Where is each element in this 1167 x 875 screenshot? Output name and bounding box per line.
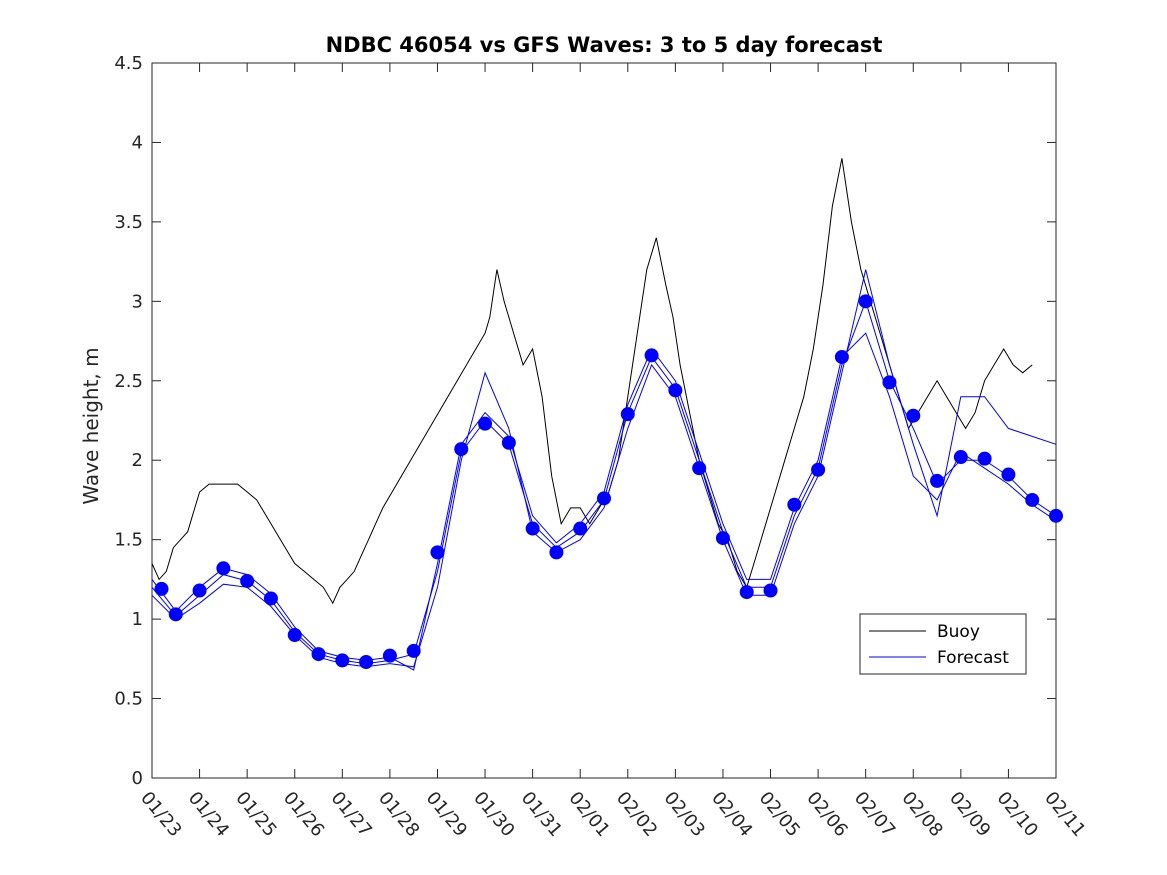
- forecast-point: [763, 583, 778, 598]
- forecast-point: [168, 607, 183, 622]
- forecast-point: [1025, 492, 1040, 507]
- y-tick-label: 1: [132, 609, 143, 630]
- legend-label: Buoy: [937, 622, 980, 642]
- y-tick-label: 0: [132, 768, 143, 789]
- forecast-point: [930, 473, 945, 488]
- forecast-point: [525, 521, 540, 536]
- forecast-point: [953, 450, 968, 465]
- forecast-point: [240, 573, 255, 588]
- forecast-point: [811, 462, 826, 477]
- forecast-point: [549, 545, 564, 560]
- forecast-point: [668, 383, 683, 398]
- forecast-point: [834, 349, 849, 364]
- forecast-point: [478, 416, 493, 431]
- forecast-point: [787, 497, 802, 512]
- y-tick-label: 2.5: [114, 371, 143, 392]
- forecast-point: [382, 648, 397, 663]
- y-tick-label: 0.5: [114, 689, 143, 710]
- forecast-point: [739, 585, 754, 600]
- forecast-point: [906, 408, 921, 423]
- forecast-point: [311, 647, 326, 662]
- forecast-point: [858, 294, 873, 309]
- y-tick-label: 2: [132, 450, 143, 471]
- forecast-point: [501, 435, 516, 450]
- forecast-point: [620, 407, 635, 422]
- forecast-point: [335, 653, 350, 668]
- y-tick-label: 3: [132, 291, 143, 312]
- forecast-point: [287, 628, 302, 642]
- forecast-point: [154, 581, 169, 596]
- y-tick-label: 4: [132, 132, 143, 153]
- forecast-point: [192, 583, 207, 598]
- y-axis-label: Wave height, m: [79, 347, 103, 504]
- forecast-point: [715, 531, 730, 546]
- y-tick-label: 3.5: [114, 212, 143, 233]
- forecast-series-line: [151, 269, 1057, 668]
- forecast-point: [406, 643, 421, 658]
- legend-label: Forecast: [937, 648, 1009, 668]
- forecast-point: [263, 591, 278, 606]
- chart-title: NDBC 46054 vs GFS Waves: 3 to 5 day fore…: [326, 33, 883, 57]
- forecast-point: [692, 461, 707, 476]
- forecast-point: [216, 561, 231, 576]
- forecast-point: [1001, 467, 1016, 482]
- y-tick-label: 1.5: [114, 530, 143, 551]
- forecast-point: [977, 451, 992, 466]
- forecast-point: [573, 521, 588, 536]
- forecast-point: [359, 655, 374, 670]
- forecast-point: [430, 545, 445, 560]
- y-tick-label: 4.5: [114, 53, 143, 74]
- forecast-point: [597, 491, 611, 506]
- legend-box: [859, 613, 1027, 675]
- plot-area: 00.511.522.533.544.501/2301/2401/2501/26…: [114, 53, 1089, 841]
- forecast-point: [644, 348, 659, 363]
- forecast-point: [882, 375, 897, 390]
- forecast-point: [454, 442, 469, 457]
- forecast-point: [1049, 508, 1063, 523]
